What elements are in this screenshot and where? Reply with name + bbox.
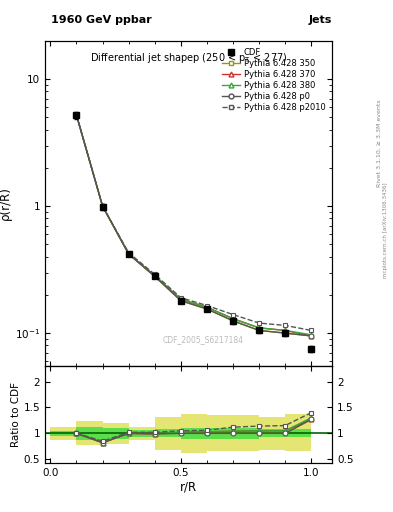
Pythia 6.428 380 [74, 112, 79, 118]
Pythia 6.428 p2010 [204, 303, 209, 309]
Pythia 6.428 380 [257, 325, 261, 331]
Pythia 6.428 350 [283, 330, 288, 336]
Text: Rivet 3.1.10, ≥ 3.3M events: Rivet 3.1.10, ≥ 3.3M events [377, 99, 382, 187]
Pythia 6.428 370 [74, 112, 79, 118]
Pythia 6.428 p2010 [100, 203, 105, 209]
Pythia 6.428 p0 [257, 327, 261, 333]
Pythia 6.428 350 [204, 306, 209, 312]
Pythia 6.428 p0 [152, 273, 157, 280]
Text: mcplots.cern.ch [arXiv:1306.3436]: mcplots.cern.ch [arXiv:1306.3436] [384, 183, 388, 278]
Pythia 6.428 370 [231, 315, 235, 322]
Pythia 6.428 p0 [178, 297, 183, 304]
Pythia 6.428 350 [74, 112, 79, 118]
Pythia 6.428 350 [257, 327, 261, 333]
Pythia 6.428 p2010 [126, 250, 131, 256]
Text: Jets: Jets [309, 14, 332, 25]
Pythia 6.428 380 [178, 296, 183, 302]
Pythia 6.428 370 [204, 304, 209, 310]
Pythia 6.428 p0 [231, 318, 235, 324]
Pythia 6.428 p0 [283, 330, 288, 336]
Legend: CDF, Pythia 6.428 350, Pythia 6.428 370, Pythia 6.428 380, Pythia 6.428 p0, Pyth: CDF, Pythia 6.428 350, Pythia 6.428 370,… [220, 45, 328, 115]
Text: 1960 GeV ppbar: 1960 GeV ppbar [51, 14, 152, 25]
Pythia 6.428 350 [100, 203, 105, 209]
Pythia 6.428 380 [126, 251, 131, 257]
Pythia 6.428 380 [283, 327, 288, 333]
Line: Pythia 6.428 p2010: Pythia 6.428 p2010 [74, 113, 314, 333]
Pythia 6.428 350 [178, 297, 183, 304]
Pythia 6.428 p2010 [178, 294, 183, 301]
Pythia 6.428 p0 [204, 306, 209, 312]
Pythia 6.428 350 [152, 273, 157, 280]
Text: CDF_2005_S6217184: CDF_2005_S6217184 [162, 335, 244, 345]
Pythia 6.428 p2010 [152, 271, 157, 278]
Pythia 6.428 p0 [74, 112, 79, 118]
Pythia 6.428 380 [231, 315, 235, 322]
Pythia 6.428 p2010 [74, 112, 79, 118]
Pythia 6.428 p2010 [283, 323, 288, 329]
Pythia 6.428 370 [309, 333, 314, 339]
Pythia 6.428 370 [178, 296, 183, 302]
Pythia 6.428 p0 [126, 251, 131, 257]
Pythia 6.428 350 [231, 318, 235, 324]
Pythia 6.428 p0 [309, 333, 314, 339]
Pythia 6.428 p0 [100, 203, 105, 209]
Pythia 6.428 350 [309, 333, 314, 339]
Pythia 6.428 380 [100, 203, 105, 209]
Pythia 6.428 p2010 [309, 327, 314, 333]
Line: Pythia 6.428 350: Pythia 6.428 350 [74, 113, 314, 338]
Y-axis label: ρ(r/R): ρ(r/R) [0, 186, 12, 221]
Line: Pythia 6.428 380: Pythia 6.428 380 [74, 113, 314, 337]
Pythia 6.428 370 [152, 273, 157, 280]
Pythia 6.428 370 [126, 251, 131, 257]
Y-axis label: Ratio to CDF: Ratio to CDF [11, 382, 21, 447]
Pythia 6.428 370 [283, 327, 288, 333]
Pythia 6.428 p2010 [231, 311, 235, 317]
Pythia 6.428 380 [152, 272, 157, 279]
Pythia 6.428 370 [100, 203, 105, 209]
Line: Pythia 6.428 p0: Pythia 6.428 p0 [74, 113, 314, 338]
X-axis label: r/R: r/R [180, 481, 197, 494]
Line: Pythia 6.428 370: Pythia 6.428 370 [74, 113, 314, 338]
Pythia 6.428 p2010 [257, 320, 261, 326]
Pythia 6.428 370 [257, 325, 261, 331]
Text: Differential jet shapep (250 < p$_\mathregular{T}$ < 277): Differential jet shapep (250 < p$_\mathr… [90, 51, 287, 65]
Pythia 6.428 380 [204, 304, 209, 310]
Pythia 6.428 350 [126, 251, 131, 257]
Pythia 6.428 380 [309, 332, 314, 338]
